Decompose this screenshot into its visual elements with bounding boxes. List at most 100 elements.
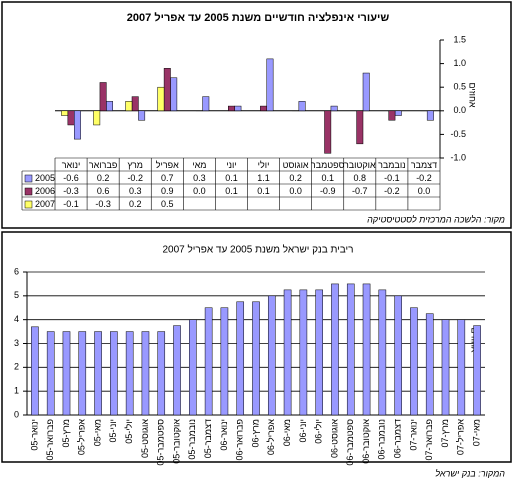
x-tick-label: אוקטובר-05	[171, 419, 181, 464]
bar	[157, 86, 165, 112]
x-tick-label: ינואר-06	[219, 419, 229, 451]
bar	[189, 319, 197, 416]
bar	[67, 110, 75, 126]
bar	[362, 283, 371, 416]
x-tick-label: מאי-06	[282, 419, 292, 446]
bar	[94, 331, 102, 416]
x-tick-label: מאי-07	[471, 419, 481, 446]
bar	[426, 110, 434, 121]
x-tick-label: יולי-05	[124, 419, 134, 444]
bar	[46, 331, 55, 416]
x-tick-label: נובמבר-06	[377, 419, 387, 460]
bar	[473, 325, 481, 416]
x-tick-label: ספטמבר-05	[156, 419, 166, 466]
bar	[220, 307, 229, 416]
bar	[125, 101, 133, 112]
x-tick-label: ינואר-05	[29, 419, 39, 451]
data-label: 0.6	[97, 186, 110, 196]
bar	[260, 105, 268, 112]
source: המקור: בנק ישראל	[435, 468, 505, 478]
data-label: 0.0	[418, 186, 431, 196]
legend-marker	[24, 200, 33, 209]
x-tick-label: דצמבר-05	[203, 419, 213, 458]
data-label: 0.7	[161, 173, 174, 183]
chart-title: ריבית בנק ישראל משנת 2005 עד אפריל 2007	[162, 244, 353, 256]
data-label: 0.1	[257, 186, 270, 196]
bar	[315, 289, 323, 416]
bar	[267, 295, 276, 416]
bar	[204, 307, 213, 416]
chart-title: שיעורי אינפלציה חודשיים משנת 2005 עד אפר…	[127, 11, 390, 24]
x-tick-label: נובמבר-05	[187, 419, 197, 460]
bar	[78, 331, 87, 416]
category-label: פברואר	[89, 160, 117, 170]
x-tick-label: יוני-06	[298, 419, 308, 443]
bar	[61, 110, 69, 116]
bar	[410, 307, 418, 416]
bar	[31, 326, 39, 416]
data-label: -0.9	[320, 186, 336, 196]
x-tick-label: פברואר-06	[235, 419, 245, 461]
x-tick-label: אוגוסט-06	[329, 419, 339, 458]
bar	[362, 72, 370, 112]
bar	[110, 331, 118, 416]
bar	[388, 110, 396, 121]
y-tick-label: 1.5	[453, 34, 466, 44]
bar	[441, 319, 450, 416]
bar	[131, 96, 139, 112]
x-tick-label: ספטמבר-06	[345, 419, 355, 466]
y-tick-label: 0	[14, 409, 19, 419]
y-tick-label: 1.0	[453, 58, 466, 68]
data-label: 0.2	[289, 173, 302, 183]
category-label: אוגוסט	[283, 160, 309, 170]
bar	[299, 289, 308, 416]
y-tick-label: 0.0	[453, 105, 466, 115]
category-label: יולי	[258, 160, 270, 170]
bar	[99, 82, 107, 112]
bar	[331, 283, 339, 416]
bar	[170, 77, 178, 112]
x-tick-label: אוקטובר-06	[361, 419, 371, 464]
data-label: 0.0	[289, 186, 302, 196]
y-axis-label: אחוזים	[468, 82, 478, 107]
data-label: 0.8	[354, 173, 367, 183]
x-tick-label: אפריל-05	[77, 419, 87, 455]
legend-label: 2006	[35, 186, 55, 196]
bar	[141, 331, 150, 416]
y-tick-label: 6	[14, 266, 19, 276]
y-tick-label: -0.5	[450, 129, 466, 139]
data-label: -0.1	[384, 173, 400, 183]
x-tick-label: פברואר-05	[45, 419, 55, 461]
bar	[394, 295, 402, 416]
data-label: 0.1	[321, 173, 334, 183]
x-tick-label: מרץ-05	[61, 419, 71, 448]
x-tick-label: אפריל-07	[456, 419, 466, 455]
x-tick-label: מאי-05	[92, 419, 102, 446]
category-label: נובמבר	[378, 160, 406, 170]
bar	[266, 58, 274, 112]
category-label: מרץ	[127, 160, 143, 170]
y-tick-label: 4	[14, 314, 19, 324]
bar	[106, 101, 114, 112]
bar	[378, 289, 387, 416]
category-label: דצמבר	[411, 160, 437, 170]
bar	[173, 325, 181, 416]
bar	[425, 313, 434, 416]
x-tick-label: אפריל-06	[266, 419, 276, 455]
bar	[93, 110, 101, 126]
y-tick-label: -1.0	[450, 152, 466, 162]
bar	[236, 301, 245, 416]
x-tick-label: מרץ-07	[440, 419, 450, 448]
data-label: 0.9	[161, 186, 174, 196]
bar	[125, 331, 134, 416]
data-label: 0.0	[193, 186, 206, 196]
x-tick-label: פברואר-07	[424, 419, 434, 461]
legend-label: 2007	[35, 199, 55, 209]
category-label: ינואר	[62, 160, 81, 170]
bar	[457, 319, 466, 416]
bar	[157, 331, 166, 416]
data-label: -0.2	[127, 173, 143, 183]
source: מקור: הלשכה המרכזית לסטטיסטיקה	[367, 214, 505, 224]
data-label: 0.3	[129, 186, 142, 196]
